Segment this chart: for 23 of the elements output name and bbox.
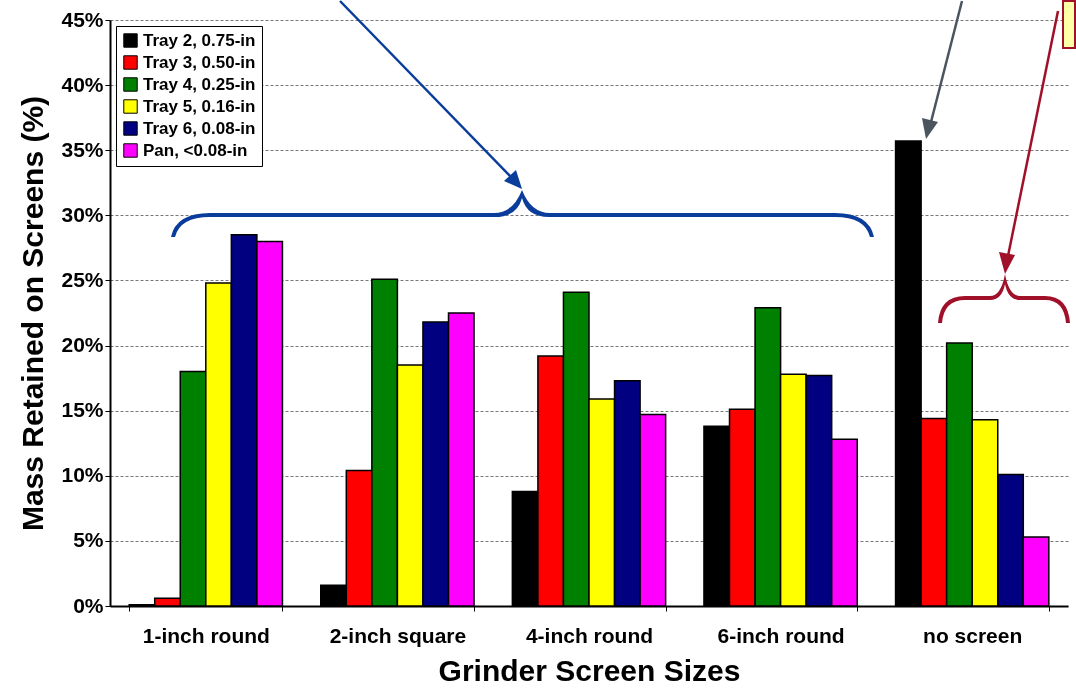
x-tick-label: 1-inch round: [142, 623, 270, 647]
x-tick-label: 6-inch round: [717, 623, 845, 647]
y-tick-label: 30%: [61, 202, 104, 226]
x-tick-label: 2-inch square: [329, 623, 467, 647]
legend-label: Pan, <0.08-in: [143, 140, 248, 160]
y-tick-label: 0%: [73, 593, 104, 617]
y-tick-label: 15%: [61, 398, 104, 422]
y-tick-label: 40%: [61, 72, 104, 96]
legend-label: Tray 3, 0.50-in: [143, 52, 256, 72]
y-axis-title: Mass Retained on Screens (%): [16, 95, 50, 532]
x-tick-label: 4-inch round: [525, 623, 654, 647]
x-axis-title: Grinder Screen Sizes: [438, 653, 741, 687]
legend-label: Tray 5, 0.16-in: [143, 96, 256, 116]
legend-label: Tray 2, 0.75-in: [143, 30, 256, 50]
y-tick-label: 10%: [61, 463, 104, 487]
y-tick-label: 5%: [73, 528, 104, 552]
x-tick-label: no screen: [923, 623, 1023, 647]
y-tick-label: 20%: [61, 333, 104, 357]
y-tick-label: 35%: [61, 137, 104, 161]
y-tick-label: 25%: [61, 267, 104, 291]
legend-label: Tray 4, 0.25-in: [143, 74, 256, 94]
y-tick-label: 45%: [61, 7, 104, 31]
legend-label: Tray 6, 0.08-in: [143, 118, 256, 138]
